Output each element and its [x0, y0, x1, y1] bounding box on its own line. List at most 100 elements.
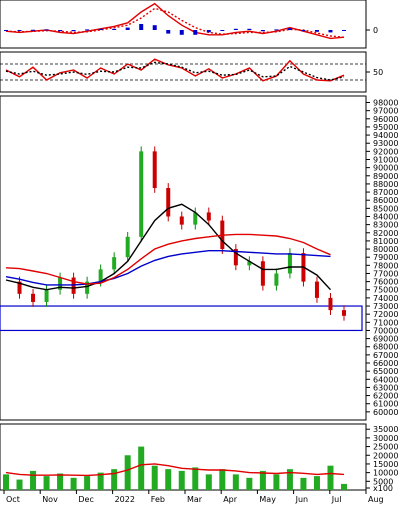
y-tick-label: 72000 [373, 310, 398, 319]
y-tick-label: 95000 [373, 123, 398, 132]
candle-body [179, 216, 184, 225]
panel-frame [0, 0, 367, 49]
volume-bar [300, 477, 307, 490]
macd-histogram-bar [139, 24, 144, 30]
y-tick-label: 61000 [373, 400, 398, 409]
candle-body [85, 281, 90, 294]
macd-histogram-bar [4, 30, 8, 31]
sma-mid-line [5, 250, 331, 286]
volume-bar [165, 469, 172, 490]
volume-bar [273, 474, 280, 490]
x-tick-label: Mar [187, 495, 203, 504]
candle-body [112, 257, 117, 270]
volume-bar [124, 455, 131, 490]
macd-histogram-bar [152, 25, 157, 30]
x-tick-label: Dec [78, 495, 93, 504]
y-tick-label: 5000 [373, 477, 393, 486]
candle-body [342, 310, 346, 316]
macd-histogram-bar [274, 29, 279, 31]
volume-bar [246, 477, 253, 490]
macd-panel: 0 [0, 0, 378, 49]
y-tick-label: 86000 [373, 196, 398, 205]
macd-histogram-bar [44, 29, 49, 31]
macd-histogram-bar [233, 28, 238, 30]
macd-histogram-bar [17, 30, 22, 31]
volume-bar [138, 446, 145, 490]
y-tick-label: 74000 [373, 294, 398, 303]
y-tick-label: 71000 [373, 318, 398, 327]
candle-body [58, 277, 63, 290]
y-tick-label: 68000 [373, 343, 398, 352]
macd-histogram-bar [166, 30, 171, 34]
x-tick-label: Oct [6, 495, 20, 504]
volume-bar [205, 474, 212, 490]
volume-bar [341, 483, 347, 490]
x-tick-label: Jul [331, 495, 342, 504]
macd-histogram-bar [220, 30, 225, 31]
y-tick-label: 97000 [373, 107, 398, 116]
volume-bar [57, 473, 64, 490]
x-tick-label: Nov [42, 495, 58, 504]
candle-body [31, 293, 36, 302]
candle-body [206, 212, 211, 221]
signal-line-line [5, 7, 345, 38]
candle-body [314, 281, 319, 298]
volume-bar [178, 470, 185, 490]
macd-histogram-bar [98, 28, 103, 30]
y-tick-label: 60000 [373, 408, 398, 417]
macd-histogram-bar [179, 30, 184, 35]
volume-bar [151, 465, 158, 490]
support-zone-box [0, 305, 363, 332]
macd-histogram-bar [71, 30, 76, 32]
x-tick-label: Jun [295, 495, 309, 504]
macd-histogram-bar [342, 30, 346, 31]
y-tick-label: 30000 [373, 434, 398, 443]
y-tick-label: 64000 [373, 375, 398, 384]
y-tick-label: 73000 [373, 302, 398, 311]
macd-histogram-bar [193, 30, 198, 35]
candle-body [139, 151, 144, 237]
volume-bar [30, 470, 37, 490]
macd-histogram-bar [206, 30, 211, 33]
volume-bar [192, 467, 199, 490]
y-tick-label: 87000 [373, 188, 398, 197]
rsi-line [5, 58, 345, 82]
volume-bar [111, 469, 118, 490]
candle-body [17, 281, 22, 294]
y-tick-label: 89000 [373, 172, 398, 181]
y-tick-label: 77000 [373, 269, 398, 278]
rsi-panel: 50 [0, 51, 383, 93]
macd-histogram-bar [260, 30, 265, 32]
y-tick-label: 35000 [373, 425, 398, 434]
x-tick-label: Apr [223, 495, 238, 504]
y-tick-label: 94000 [373, 131, 398, 140]
volume-bar [84, 476, 91, 490]
volume-bar [259, 470, 266, 490]
volume-bar [97, 472, 104, 490]
x-tick-label: 2022 [115, 495, 135, 504]
rsi-signal-line [5, 61, 345, 81]
panel-frame [0, 95, 367, 421]
y-tick-label: 0 [373, 26, 378, 35]
y-tick-label: 84000 [373, 212, 398, 221]
macd-histogram-bar [247, 28, 252, 30]
y-tick-label: 98000 [373, 99, 398, 108]
y-tick-label: 91000 [373, 155, 398, 164]
sma-short-line [5, 203, 332, 291]
y-tick-label: 76000 [373, 278, 398, 287]
y-tick-label: 69000 [373, 335, 398, 344]
x-tick-label: Feb [151, 495, 165, 504]
y-tick-label: 90000 [373, 164, 398, 173]
candle-body [125, 236, 130, 258]
candle-body [44, 289, 49, 302]
y-tick-label: 50 [373, 68, 383, 77]
volume-bar [219, 469, 226, 490]
macd-histogram-bar [58, 30, 63, 32]
candle-body [193, 212, 198, 225]
candle-body [328, 297, 333, 311]
candle-body [98, 269, 103, 282]
macd-line-line [5, 2, 345, 40]
candle-body [274, 273, 279, 286]
volume-average-line [5, 463, 345, 477]
volume-bar [16, 479, 23, 490]
